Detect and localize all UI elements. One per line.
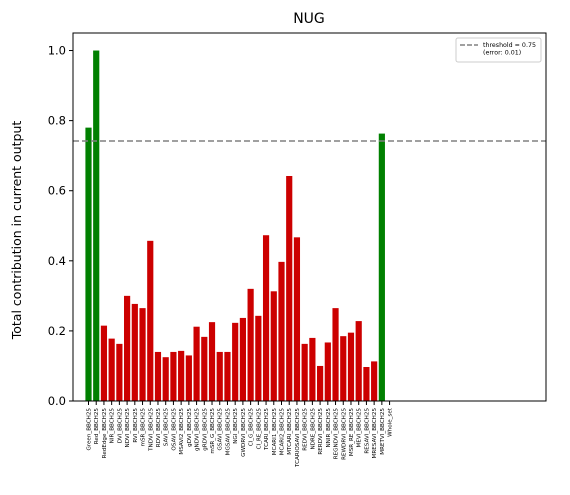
x-tick-label: gRDVI_BBCH25: [202, 408, 208, 451]
bar: [332, 308, 339, 401]
x-tick-label: mSR_BBCH25: [141, 408, 147, 447]
y-tick-label: 0.2: [48, 324, 66, 338]
x-tick-label: RERDVI_BBCH25: [318, 408, 324, 455]
bar: [193, 326, 200, 401]
y-axis-label: Total contribution in current output: [9, 121, 24, 341]
bar: [317, 365, 324, 401]
bar: [270, 291, 277, 401]
y-ticks-group: 0.0 0.2 0.4 0.6 0.8 1.0: [48, 44, 73, 408]
x-tick-label: MCARI1_BBCH25: [272, 408, 278, 456]
x-tick-label: MGSAVI_BBCH25: [225, 408, 231, 456]
plot-frame: [72, 32, 547, 402]
bar: [100, 325, 108, 401]
axes-group: [72, 32, 547, 402]
x-tick-label: MRESAVI_BBCH25: [372, 408, 378, 459]
bar: [139, 308, 146, 401]
x-tick-label: gDVI_BBCH25: [187, 408, 193, 447]
x-tick-label: MCARI2_BBCH25: [280, 408, 286, 456]
bar: [324, 342, 331, 401]
x-tick-label: REDVI_BBCH25: [303, 408, 309, 451]
y-tick-label: 0.8: [48, 114, 66, 128]
y-tick-label: 1.0: [48, 44, 66, 58]
bar: [185, 355, 192, 401]
x-tick-label: gNDVI_BBCH25: [195, 408, 201, 451]
x-ticks-group: Green_BBCH25 Red_BBCH25 RedEdge_BBCH25 NIR_…: [87, 401, 394, 468]
x-tick-label: Whole_set: [388, 407, 394, 437]
x-tick-label: Red_BBCH25: [94, 408, 100, 445]
x-tick-label: mSR_G_BBCH25: [210, 408, 216, 454]
bar: [378, 133, 385, 401]
bar: [355, 321, 362, 401]
bar: [216, 351, 223, 401]
x-tick-label: REWDRVI_BBCH25: [341, 408, 347, 460]
bar: [363, 367, 370, 401]
bar: [154, 351, 162, 401]
bar: [255, 315, 262, 401]
x-tick-label: NNIR_BBCH25: [326, 408, 332, 448]
bar: [162, 357, 169, 401]
x-tick-label: GWDRVI_BBCH25: [241, 408, 247, 457]
y-tick-label: 0.0: [48, 394, 66, 408]
bar: [278, 261, 285, 401]
x-tick-label: RVI_BBCH25: [133, 408, 139, 443]
x-tick-label: OSAVI_BBCH25: [171, 408, 177, 451]
bar: [347, 332, 355, 401]
bar: [85, 127, 92, 401]
y-tick-label: 0.4: [48, 254, 66, 268]
x-tick-label: TCARI_BBCH25: [264, 408, 270, 451]
x-tick-label: GSAVI_BBCH25: [218, 408, 224, 451]
x-tick-label: RESAVI_BBCH25: [364, 408, 370, 454]
bars-group: [85, 50, 385, 402]
bar: [224, 351, 231, 401]
x-tick-label: RedEdge_BBCH25: [102, 408, 108, 459]
bar: [201, 336, 208, 401]
x-tick-label: Green_BBCH25: [87, 408, 93, 451]
bar: [239, 317, 246, 401]
bar: [124, 295, 131, 401]
x-tick-label: REGNDVI_BBCH25: [334, 408, 340, 460]
bar: [208, 322, 216, 401]
x-tick-label: MTCARI_BBCH25: [287, 408, 293, 455]
legend: threshold = 0.75(error: 0.01): [455, 37, 542, 63]
bar: [262, 235, 270, 401]
bar: [247, 288, 254, 401]
x-tick-label: NDRE_BBCH25: [310, 408, 316, 450]
x-tick-label: MSAVI2_BBCH25: [179, 408, 185, 455]
bar: [108, 338, 115, 401]
bar: [178, 350, 185, 401]
y-tick-label: 0.6: [48, 184, 66, 198]
bar: [301, 343, 308, 401]
bar: [116, 343, 123, 401]
x-tick-label: SAVI_BBCH25: [164, 408, 170, 447]
bar: [340, 336, 347, 401]
x-tick-label: TCARIOSAVI_BBCH25: [295, 408, 301, 468]
x-tick-label: RDVI_BBCH25: [156, 408, 162, 448]
bar: [232, 322, 239, 401]
bar: [147, 240, 154, 401]
bar: [131, 303, 138, 401]
bar: [286, 175, 293, 401]
x-tick-label: NIR_BBCH25: [110, 408, 116, 444]
bar: [371, 361, 378, 401]
x-tick-label: CI_G_BBCH25: [249, 408, 255, 447]
legend-label: threshold = 0.75: [483, 42, 536, 49]
x-tick-label: TNDVI_BBCH25: [148, 408, 154, 452]
bar: [93, 50, 100, 402]
x-tick-label: CI_RE_BBCH25: [256, 408, 262, 450]
x-tick-label: NDVI_BBCH25: [125, 408, 131, 448]
x-tick-label: MEVI_BBCH25: [357, 408, 363, 448]
x-tick-label: MRETVI_BBCH25: [380, 408, 386, 455]
bar: [170, 351, 177, 401]
legend-label: (error: 0.01): [483, 50, 521, 57]
chart-title: NUG: [293, 11, 325, 27]
x-tick-label: MSR_RE_BBCH25: [349, 408, 355, 457]
bar: [309, 337, 316, 401]
x-tick-label: DVI_BBCH25: [117, 408, 123, 444]
x-tick-label: NGI_BBCH25: [233, 408, 239, 444]
bar: [293, 237, 301, 401]
legend-box: [455, 37, 542, 63]
